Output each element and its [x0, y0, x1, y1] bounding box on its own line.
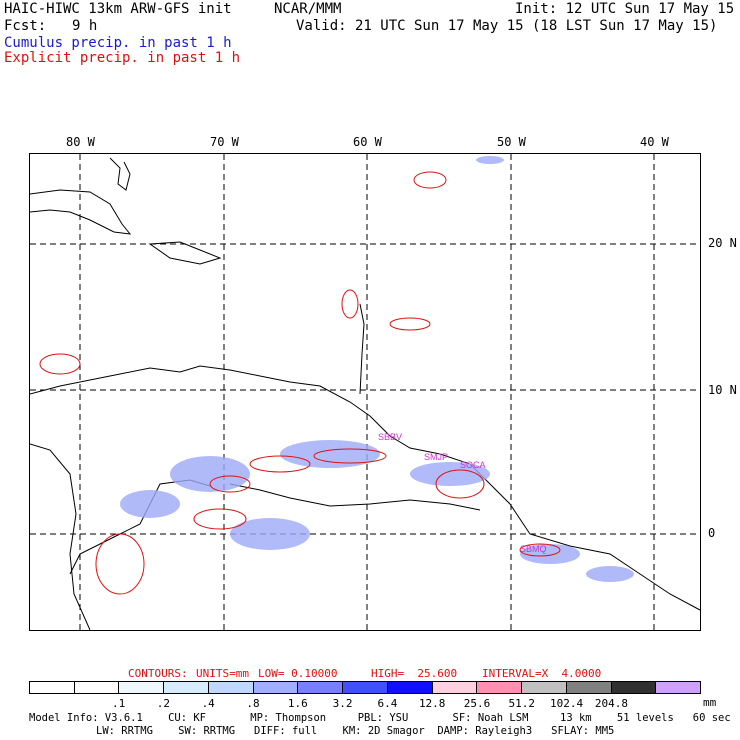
colorbar-cell — [477, 682, 523, 693]
map-panel: SBBV SMJP SOCA SBMQ — [29, 153, 701, 631]
lat-label: 20 N — [708, 236, 737, 250]
coastlines — [29, 157, 701, 631]
lat-label: 10 N — [708, 383, 737, 397]
contours-interval: INTERVAL=X 4.0000 — [482, 667, 602, 680]
lon-label: 50 W — [497, 135, 526, 149]
init-time: Init: 12 UTC Sun 17 May 15 — [515, 1, 735, 17]
cumulus-precip — [120, 156, 634, 582]
colorbar-cell — [656, 682, 701, 693]
colorbar-cell — [119, 682, 165, 693]
contours-label: CONTOURS: — [128, 667, 188, 680]
lat-label: 0 — [708, 526, 716, 540]
colorbar — [29, 681, 701, 694]
station-label: SBMQ — [520, 544, 547, 554]
lon-label: 70 W — [210, 135, 239, 149]
explicit-legend: Explicit precip. in past 1 h — [4, 50, 241, 66]
cumulus-legend: Cumulus precip. in past 1 h — [4, 35, 232, 51]
colorbar-cell — [164, 682, 209, 693]
colorbar-cell — [74, 682, 120, 693]
colorbar-cell — [432, 682, 478, 693]
colorbar-tick: 3.2 — [332, 697, 353, 710]
colorbar-tick: 25.6 — [463, 697, 491, 710]
lon-label: 60 W — [353, 135, 382, 149]
colorbar-cell — [343, 682, 388, 693]
model-info-line2: LW: RRTMG SW: RRTMG DIFF: full KM: 2D Sm… — [96, 725, 615, 737]
colorbar-tick: 51.2 — [508, 697, 536, 710]
colorbar-cell — [387, 682, 433, 693]
contours-units: UNITS=mm — [196, 667, 249, 680]
colorbar-cell — [298, 682, 344, 693]
colorbar-tick: 1.6 — [287, 697, 308, 710]
valid-time: Valid: 21 UTC Sun 17 May 15 (18 LST Sun … — [296, 18, 718, 34]
stations: SBBV SMJP SOCA SBMQ — [378, 432, 547, 554]
colorbar-tick: 12.8 — [418, 697, 446, 710]
contours-low: LOW= 0.10000 — [258, 667, 338, 680]
chart-title: HAIC-HIWC 13km ARW-GFS init — [4, 1, 232, 17]
colorbar-cell — [253, 682, 299, 693]
graticule — [30, 154, 700, 630]
contours-high: HIGH= 25.600 — [371, 667, 458, 680]
colorbar-cell — [611, 682, 657, 693]
colorbar-tick: .4 — [201, 697, 215, 710]
fcst-value: 9 h — [72, 18, 98, 34]
colorbar-unit: mm — [703, 696, 717, 709]
lon-label: 40 W — [640, 135, 669, 149]
colorbar-cell — [208, 682, 254, 693]
colorbar-tick: .8 — [246, 697, 260, 710]
colorbar-cell — [30, 682, 75, 693]
fcst-label: Fcst: — [4, 18, 47, 34]
model-info-line1: Model Info: V3.6.1 CU: KF MP: Thompson P… — [29, 712, 731, 724]
colorbar-tick: .1 — [111, 697, 126, 710]
colorbar-tick: 102.4 — [550, 697, 584, 710]
explicit-precip — [39, 171, 561, 595]
station-label: SOCA — [460, 460, 486, 470]
precip-map: SBBV SMJP SOCA SBMQ — [29, 154, 701, 631]
colorbar-tick: 6.4 — [377, 697, 398, 710]
station-label: SBBV — [378, 432, 402, 442]
colorbar-cell — [566, 682, 612, 693]
colorbar-cell — [522, 682, 567, 693]
lon-label: 80 W — [66, 135, 95, 149]
colorbar-tick: .2 — [156, 697, 171, 710]
org-label: NCAR/MMM — [274, 1, 342, 17]
station-label: SMJP — [424, 452, 448, 462]
colorbar-tick: 204.8 — [594, 697, 628, 710]
